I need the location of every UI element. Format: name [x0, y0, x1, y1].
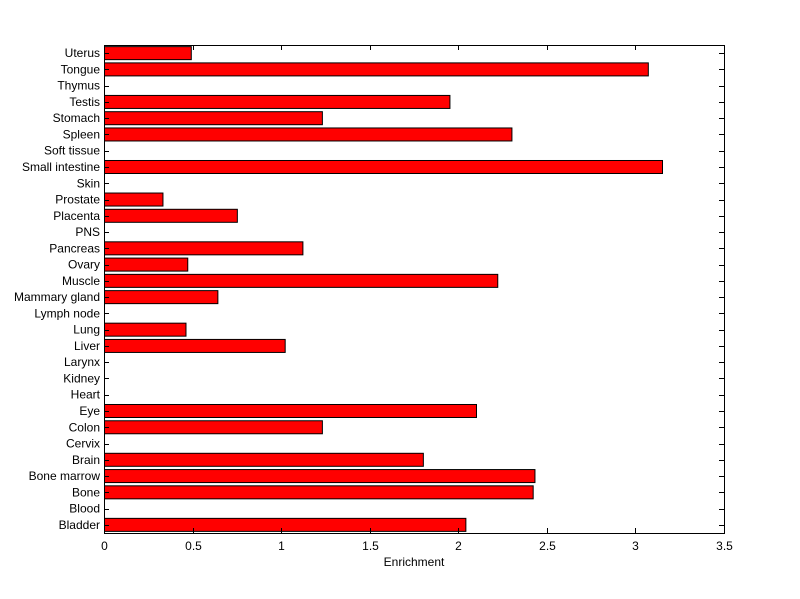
x-tick-label: 1	[278, 539, 285, 553]
bar-stomach	[104, 111, 323, 126]
y-tick-label: Bone marrow	[29, 469, 101, 483]
y-tick-label: Pancreas	[49, 241, 100, 255]
x-tick-label: 2	[455, 539, 462, 553]
bar-testis	[104, 94, 451, 109]
x-tick-label: 0.5	[185, 539, 202, 553]
y-tick-label: Colon	[69, 420, 100, 434]
y-tick-label: Bladder	[59, 518, 100, 532]
bar-tongue	[104, 62, 649, 77]
bar-muscle	[104, 273, 499, 288]
y-tick-label: Placenta	[53, 209, 100, 223]
y-tick-label: Testis	[69, 95, 100, 109]
bar-pancreas	[104, 241, 304, 256]
bar-lung	[104, 322, 187, 337]
plot-area	[104, 45, 725, 534]
bar-uterus	[104, 46, 192, 61]
bar-bone	[104, 485, 534, 500]
y-tick-label: Blood	[69, 502, 100, 516]
y-tick-label: Larynx	[64, 355, 100, 369]
y-tick-label: Muscle	[62, 274, 100, 288]
bars	[104, 46, 663, 532]
y-tick-label: Stomach	[53, 111, 100, 125]
bar-eye	[104, 403, 477, 419]
bar-brain	[104, 452, 424, 467]
y-tick-label: Eye	[79, 404, 100, 418]
y-tick-label: Thymus	[57, 79, 100, 93]
bar-spleen	[104, 127, 513, 142]
y-tick-label: Liver	[74, 339, 100, 353]
bar-ovary	[104, 257, 189, 272]
y-tick-label: Bone	[72, 485, 100, 499]
y-tick-label: Soft tissue	[44, 144, 100, 158]
y-tick-label: Kidney	[63, 371, 100, 385]
bar-small-intestine	[104, 159, 663, 175]
y-tick-label: Brain	[72, 453, 100, 467]
bar-prostate	[104, 192, 164, 207]
x-tick-label: 0	[101, 539, 108, 553]
y-tick-label: Mammary gland	[14, 290, 100, 304]
y-tick-label: Lymph node	[34, 306, 100, 320]
x-tick-label: 3	[632, 539, 639, 553]
y-tick-label: Small intestine	[22, 160, 100, 174]
bar-mammary-gland	[104, 290, 219, 305]
y-tick-label: PNS	[75, 225, 100, 239]
bar-liver	[104, 338, 286, 353]
x-tick-label: 1.5	[362, 539, 379, 553]
bar-placenta	[104, 208, 238, 223]
x-tick-label: 3.5	[716, 539, 733, 553]
y-tick-label: Prostate	[55, 193, 100, 207]
bar-colon	[104, 420, 323, 435]
x-axis-label: Enrichment	[384, 555, 445, 569]
y-tick-label: Skin	[77, 176, 100, 190]
y-tick-label: Uterus	[65, 46, 100, 60]
y-tick-label: Cervix	[66, 437, 100, 451]
bar-bladder	[104, 517, 467, 532]
x-tick-label: 2.5	[539, 539, 556, 553]
y-tick-label: Spleen	[63, 127, 100, 141]
y-tick-label: Heart	[71, 388, 101, 402]
y-tick-label: Tongue	[61, 62, 101, 76]
y-tick-label: Ovary	[68, 258, 100, 272]
bar-bone-marrow	[104, 469, 536, 484]
y-tick-label: Lung	[73, 323, 100, 337]
y-axis-ticks: Bladder Blood Bone Bone marrow Brain Cervix Co…	[14, 46, 724, 532]
